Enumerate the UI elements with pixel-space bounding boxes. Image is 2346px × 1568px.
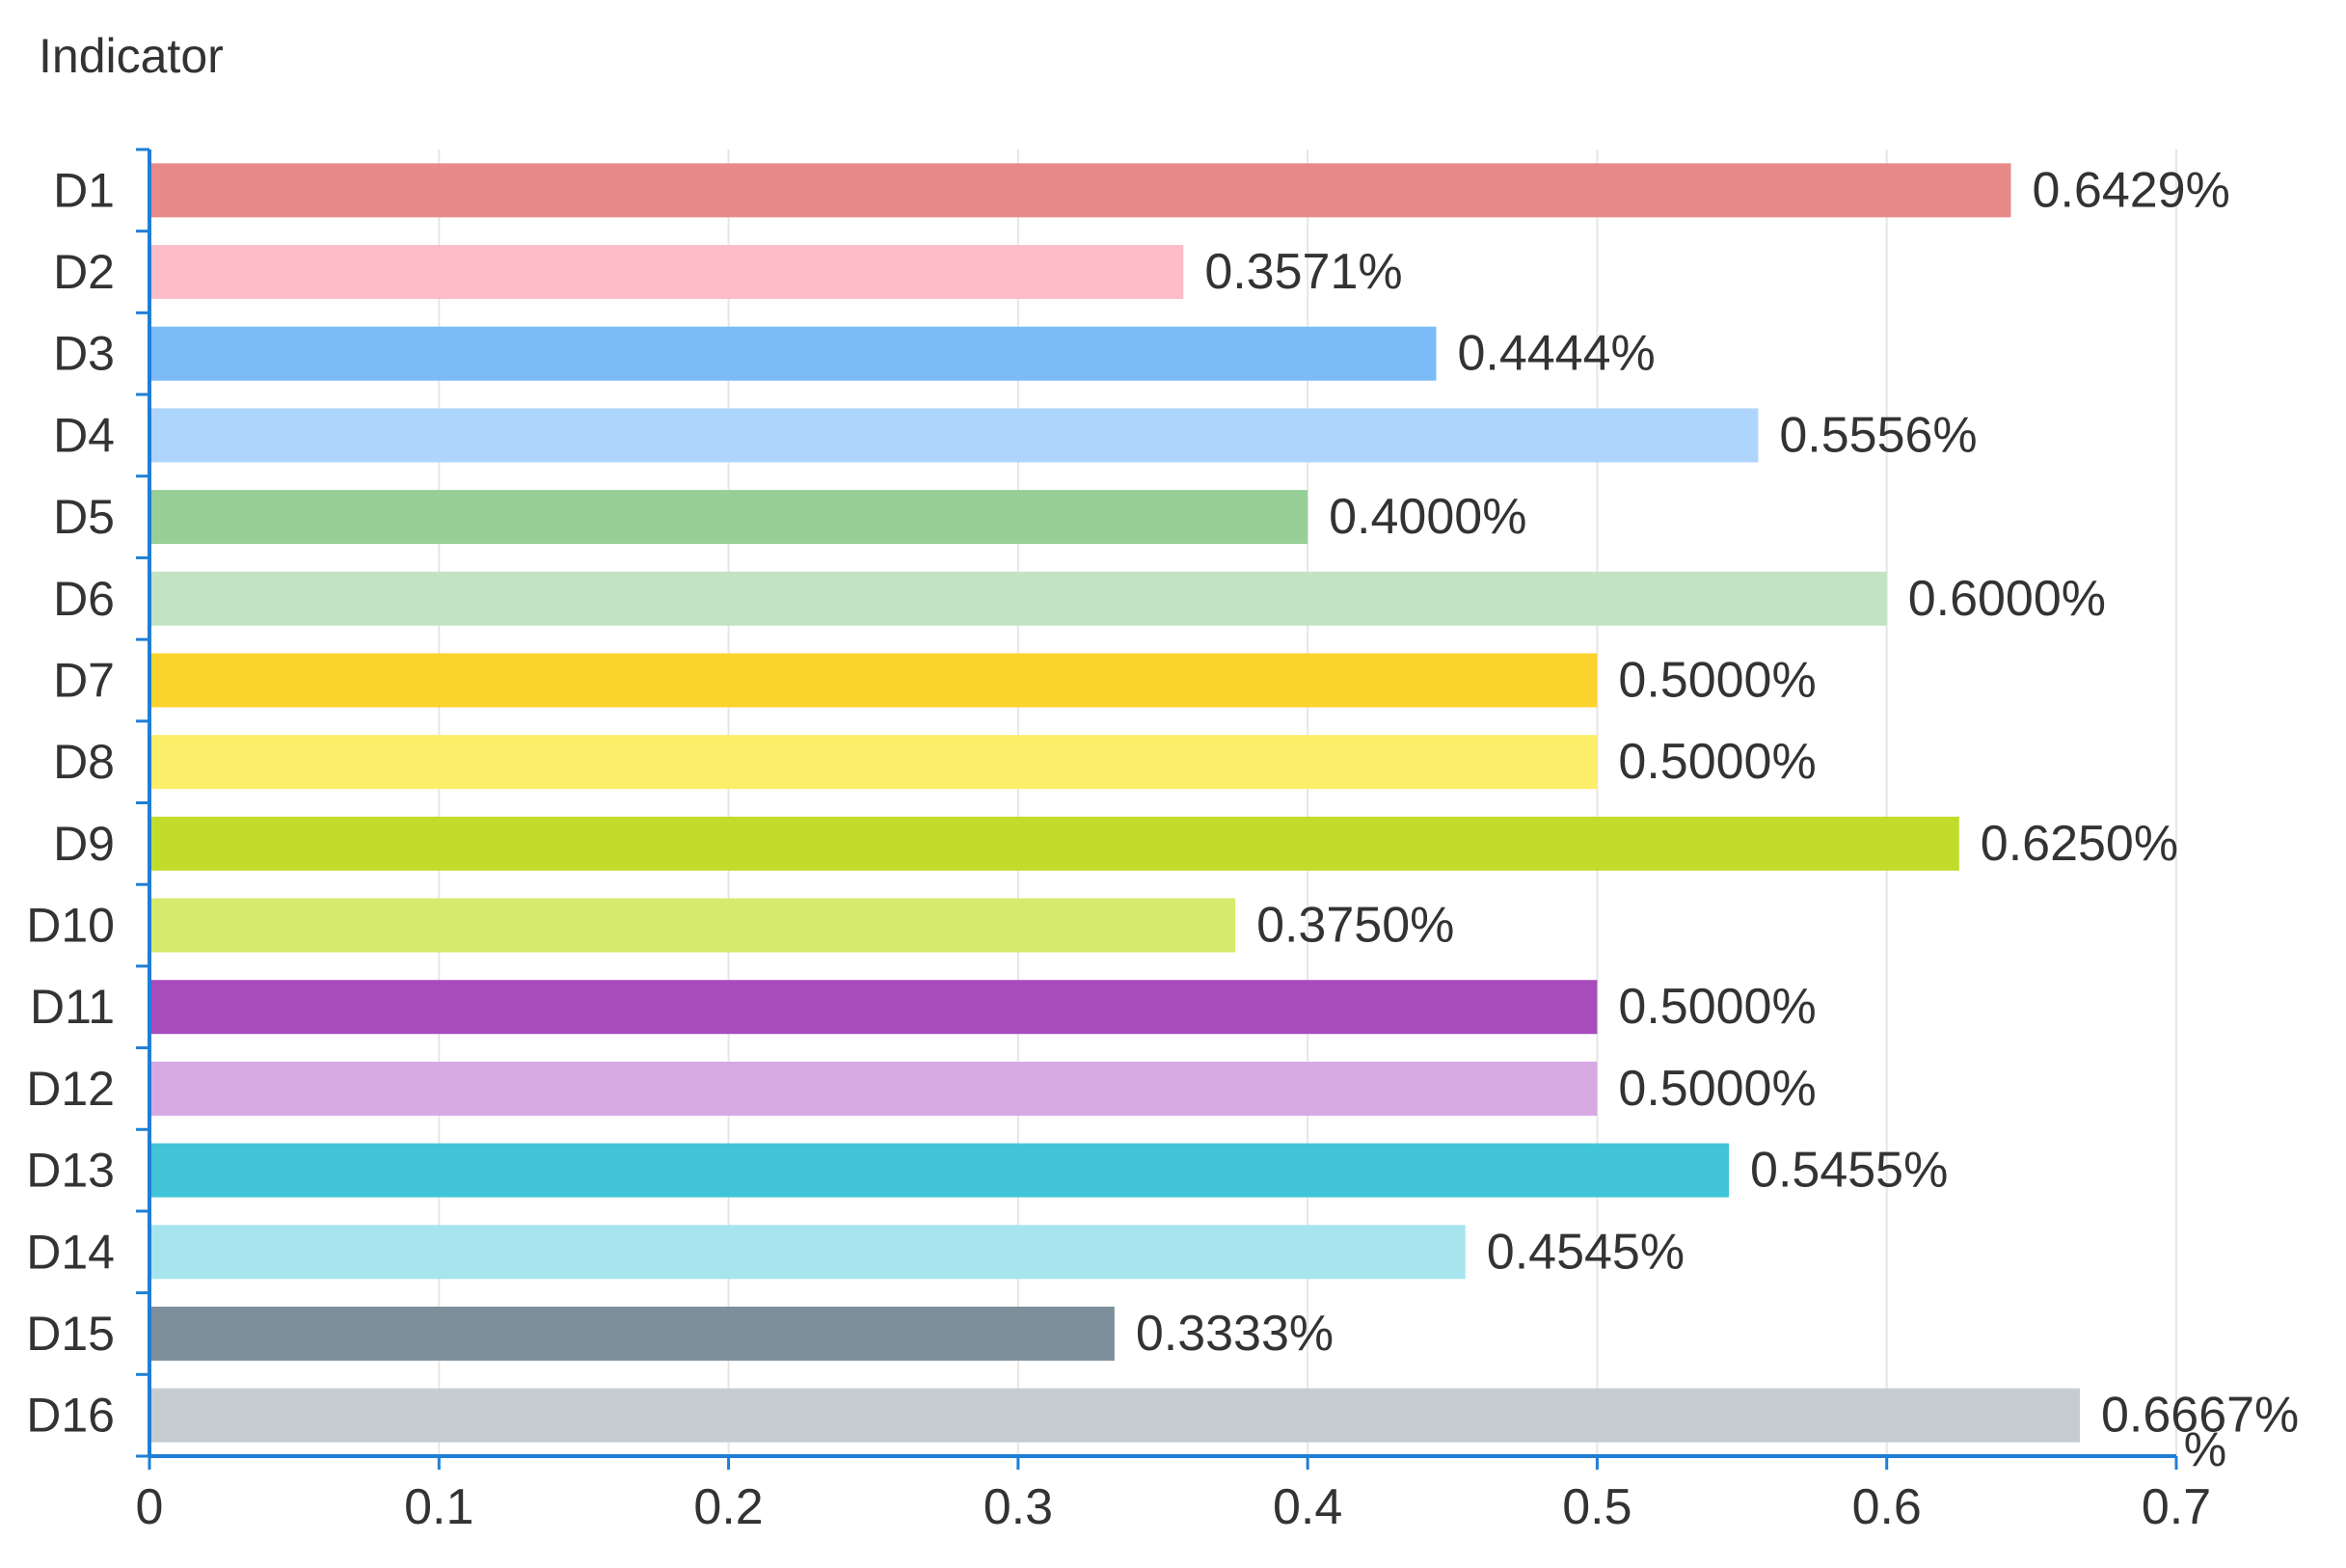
bar-d15 [149,1306,1115,1361]
axes [136,148,2178,1470]
value-label-d7: 0.5000% [1618,652,1816,708]
bar-d13 [149,1143,1730,1198]
bar-d8 [149,735,1598,790]
value-label-d16: 0.6667% [2101,1388,2299,1444]
value-label-d10: 0.3750% [1256,898,1454,954]
category-label-d11: D11 [30,980,115,1034]
x-tick-label-2: 0.2 [693,1479,763,1535]
category-label-d6: D6 [53,572,115,626]
value-label-d5: 0.4000% [1329,489,1526,545]
bar-d14 [149,1225,1466,1280]
value-label-d12: 0.5000% [1618,1061,1816,1117]
bar-d12 [149,1061,1598,1116]
value-label-d15: 0.3333% [1136,1306,1334,1362]
value-label-d8: 0.5000% [1618,734,1816,790]
bar-d11 [149,980,1598,1035]
value-label-d6: 0.6000% [1908,571,2106,627]
bar-d9 [149,816,1959,871]
bar-d5 [149,490,1308,545]
value-label-d4: 0.5556% [1779,407,1977,463]
category-label-d7: D7 [53,653,115,707]
bar-d6 [149,571,1887,626]
category-label-d16: D16 [26,1389,115,1443]
category-label-d4: D4 [53,408,115,462]
category-label-d13: D13 [26,1144,115,1198]
bar-d4 [149,408,1759,463]
x-tick-label-7: 0.7 [2142,1479,2211,1535]
x-tick-label-6: 0.6 [1852,1479,1922,1535]
value-label-d14: 0.4545% [1487,1224,1685,1280]
category-label-d1: D1 [53,163,115,217]
bar-d16 [149,1388,2081,1443]
value-label-d2: 0.3571% [1204,244,1402,300]
category-label-d10: D10 [26,899,115,953]
x-tick-label-4: 0.4 [1273,1479,1342,1535]
value-label-d13: 0.5455% [1750,1143,1948,1199]
value-label-d1: 0.6429% [2033,162,2230,218]
x-tick-label-3: 0.3 [984,1479,1053,1535]
x-tick-label-0: 0 [136,1479,164,1535]
bars [149,163,2081,1443]
category-label-d5: D5 [53,490,115,544]
x-tick-label-1: 0.1 [404,1479,473,1535]
category-label-d12: D12 [26,1062,115,1116]
value-label-d9: 0.6250% [1981,816,2178,872]
category-label-d8: D8 [53,735,115,789]
value-label-d3: 0.4444% [1457,326,1655,382]
bar-d3 [149,326,1437,381]
category-label-d2: D2 [53,245,115,299]
category-label-d15: D15 [26,1307,115,1361]
category-label-d9: D9 [53,817,115,871]
y-axis-title: Indicator [39,29,224,83]
bar-d10 [149,898,1236,953]
bar-d7 [149,653,1598,708]
x-axis-title: % [2184,1422,2226,1476]
labels: D1 0.6429% D2 0.3571% D3 0.4444% D4 0.5556% D5 0.… [26,162,2299,1535]
bar-d1 [149,163,2011,218]
x-tick-label-5: 0.5 [1562,1479,1631,1535]
value-label-d11: 0.5000% [1618,979,1816,1035]
category-label-d14: D14 [26,1225,115,1279]
category-label-d3: D3 [53,327,115,381]
bar-d2 [149,245,1184,300]
